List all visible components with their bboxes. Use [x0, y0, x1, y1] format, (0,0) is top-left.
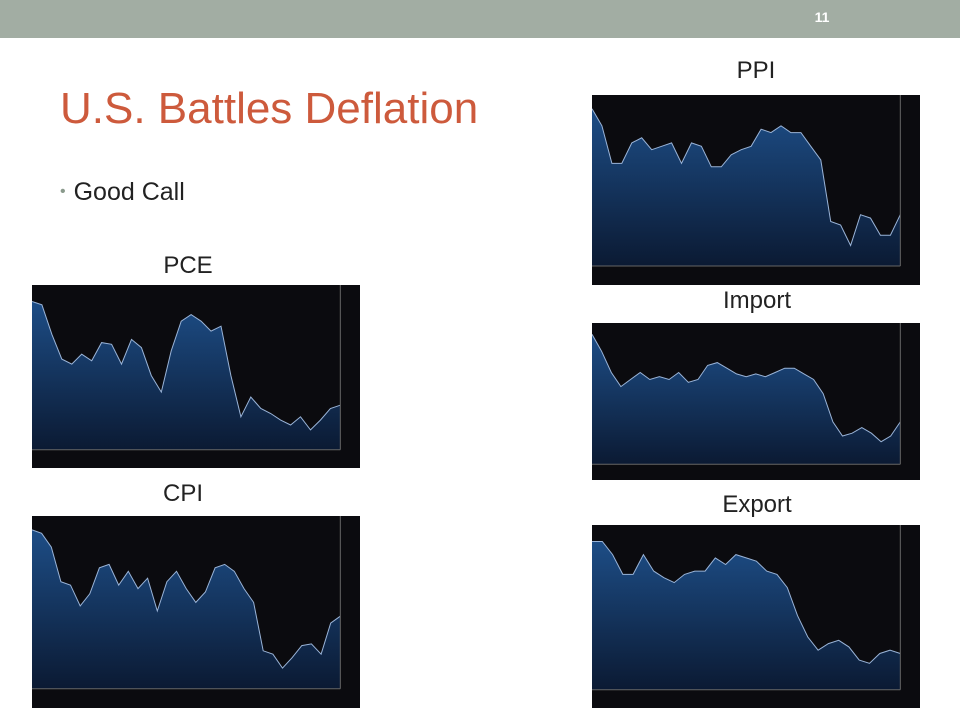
chart-image: [32, 516, 360, 708]
chart-line: [32, 529, 341, 669]
chart-image: [32, 285, 360, 468]
chart-image: [592, 95, 920, 285]
bullet: Good Call: [60, 178, 185, 207]
chart-image: [592, 323, 920, 480]
chart-line: [592, 541, 901, 664]
panel-label: Import: [722, 287, 791, 314]
chart-line: [592, 334, 901, 443]
chart-line: [32, 301, 341, 431]
chart-area: [32, 529, 341, 689]
slide-number: 11: [814, 9, 830, 25]
chart-line: [592, 108, 901, 247]
panel-label: PPI: [736, 57, 776, 84]
chart-area: [592, 108, 901, 266]
chart-area: [592, 334, 901, 465]
header-bar: [0, 0, 960, 38]
slide-title: U.S. Battles Deflation: [60, 84, 479, 133]
panel-label: CPI: [162, 480, 203, 507]
panel-label: PCE: [163, 252, 213, 279]
chart-image: [592, 525, 920, 708]
chart-area: [32, 301, 341, 450]
chart-area: [592, 541, 901, 690]
panel-label: Export: [722, 491, 792, 518]
